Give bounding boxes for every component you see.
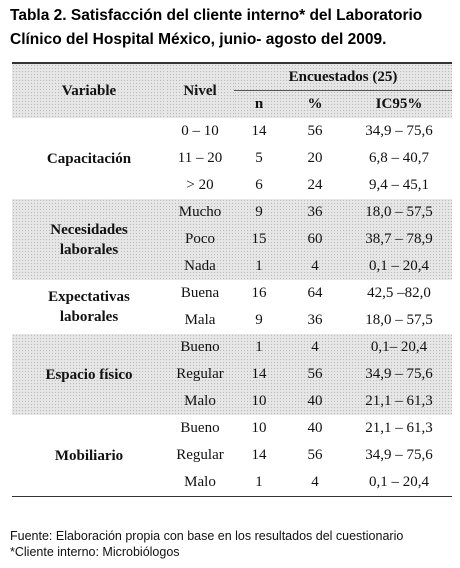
table-row: Espacio físico Bueno 1 4 0,1– 20,4 — [12, 334, 452, 383]
n-cell: 14 — [251, 366, 267, 382]
nivel-cell: Poco — [185, 231, 215, 247]
variable-cell: Necesidades laborales — [50, 221, 128, 258]
n-cell: 9 — [255, 312, 263, 328]
table-row: Malo 1 4 0,1 – 20,4 — [12, 469, 452, 497]
n-cell: 1 — [255, 258, 263, 274]
header-cell: IC95% — [375, 96, 423, 112]
table-row: > 20 6 24 9,4 – 45,1 — [12, 172, 452, 199]
pct-cell: 20 — [307, 150, 323, 166]
ci-cell: 0,1 – 20,4 — [369, 258, 429, 274]
nivel-cell: Bueno — [180, 339, 220, 355]
n-cell: 10 — [251, 393, 267, 409]
n-cell: 6 — [255, 177, 263, 193]
header-cell: Encuestados (25) — [234, 63, 452, 91]
ci-cell: 38,7 – 78,9 — [365, 231, 433, 247]
pct-cell: 24 — [307, 177, 323, 193]
pct-cell: 60 — [307, 231, 323, 247]
n-cell: 14 — [251, 447, 267, 463]
pct-cell: 56 — [307, 123, 323, 139]
nivel-cell: Malo — [184, 393, 216, 409]
pct-cell: 36 — [307, 312, 323, 328]
pct-cell: 56 — [307, 447, 323, 463]
nivel-cell: > 20 — [186, 177, 214, 193]
footnote: *Cliente interno: Microbiólogos — [10, 545, 180, 559]
ci-cell: 18,0 – 57,5 — [365, 204, 433, 220]
nivel-cell: Nada — [184, 258, 216, 274]
pct-cell: 4 — [311, 474, 319, 490]
footnote: Fuente: Elaboración propia con base en l… — [10, 529, 404, 543]
table-row: Capacitación 0 – 10 14 56 34,9 – 75,6 — [12, 118, 452, 167]
footnotes: Fuente: Elaboración propia con base en l… — [10, 528, 403, 560]
nivel-cell: Regular — [176, 447, 224, 463]
variable-cell: Capacitación — [46, 150, 132, 167]
pct-cell: 40 — [307, 393, 323, 409]
n-cell: 16 — [251, 285, 267, 301]
title-line: Tabla 2. Satisfacción del cliente intern… — [10, 7, 423, 24]
nivel-cell: Mucho — [178, 204, 222, 220]
table-header: Variable Nivel Encuestados (25) n % IC95… — [12, 63, 452, 118]
n-cell: 1 — [255, 339, 263, 355]
table-row: 11 – 20 5 20 6,8 – 40,7 — [12, 145, 452, 172]
ci-cell: 18,0 – 57,5 — [365, 312, 433, 328]
table: Variable Nivel Encuestados (25) n % IC95… — [12, 62, 452, 497]
table-row: Regular 14 56 34,9 – 75,6 — [12, 442, 452, 469]
ci-cell: 9,4 – 45,1 — [369, 177, 429, 193]
header-cell: Nivel — [166, 63, 234, 118]
ci-cell: 21,1 – 61,3 — [365, 420, 433, 436]
variable-cell: Mobiliario — [54, 447, 124, 464]
header-row: Variable Nivel Encuestados (25) — [12, 63, 452, 118]
n-cell: 10 — [251, 420, 267, 436]
ci-cell: 42,5 –82,0 — [367, 285, 431, 301]
variable-cell: Expectativas laborales — [48, 289, 130, 325]
pct-cell: 36 — [307, 204, 323, 220]
pct-cell: 56 — [307, 366, 323, 382]
nivel-cell: Mala — [184, 312, 216, 328]
nivel-cell: Regular — [176, 366, 224, 382]
header-cell: n — [254, 96, 264, 112]
nivel-cell: 0 – 10 — [181, 123, 219, 139]
header-cell: % — [307, 96, 323, 112]
ci-cell: 0,1 – 20,4 — [369, 474, 429, 490]
table-row: Expectativas laborales Buena 16 64 42,5 –82,… — [12, 280, 452, 325]
header-cell: Variable — [12, 63, 166, 118]
variable-cell: Espacio físico — [45, 366, 133, 383]
pct-cell: 4 — [311, 339, 319, 355]
table-body: Capacitación 0 – 10 14 56 34,9 – 75,6 11 – 20… — [12, 118, 452, 497]
nivel-cell: Bueno — [180, 420, 220, 436]
table-row: Mobiliario Bueno 10 40 21,1 – 61,3 — [12, 415, 452, 464]
table-row: Necesidades laborales Mucho 9 36 18,0 – 57,5 — [12, 199, 452, 258]
pct-cell: 4 — [311, 258, 319, 274]
nivel-cell: Buena — [180, 285, 220, 301]
n-cell: 1 — [255, 474, 263, 490]
ci-cell: 21,1 – 61,3 — [365, 393, 433, 409]
pct-cell: 40 — [307, 420, 323, 436]
pct-cell: 64 — [307, 285, 323, 301]
table-row: Mala 9 36 18,0 – 57,5 — [12, 307, 452, 334]
title: Tabla 2. Satisfacción del cliente intern… — [10, 4, 422, 52]
nivel-cell: 11 – 20 — [177, 150, 223, 166]
ci-cell: 34,9 – 75,6 — [365, 447, 433, 463]
ci-cell: 34,9 – 75,6 — [365, 123, 433, 139]
nivel-cell: Malo — [184, 474, 216, 490]
n-cell: 5 — [255, 150, 263, 166]
n-cell: 15 — [251, 231, 267, 247]
n-cell: 9 — [255, 204, 263, 220]
ci-cell: 0,1– 20,4 — [370, 339, 428, 355]
ci-cell: 34,9 – 75,6 — [365, 366, 433, 382]
ci-cell: 6,8 – 40,7 — [369, 150, 429, 166]
title-line: Clínico del Hospital México, junio- agos… — [10, 31, 387, 48]
n-cell: 14 — [251, 123, 267, 139]
